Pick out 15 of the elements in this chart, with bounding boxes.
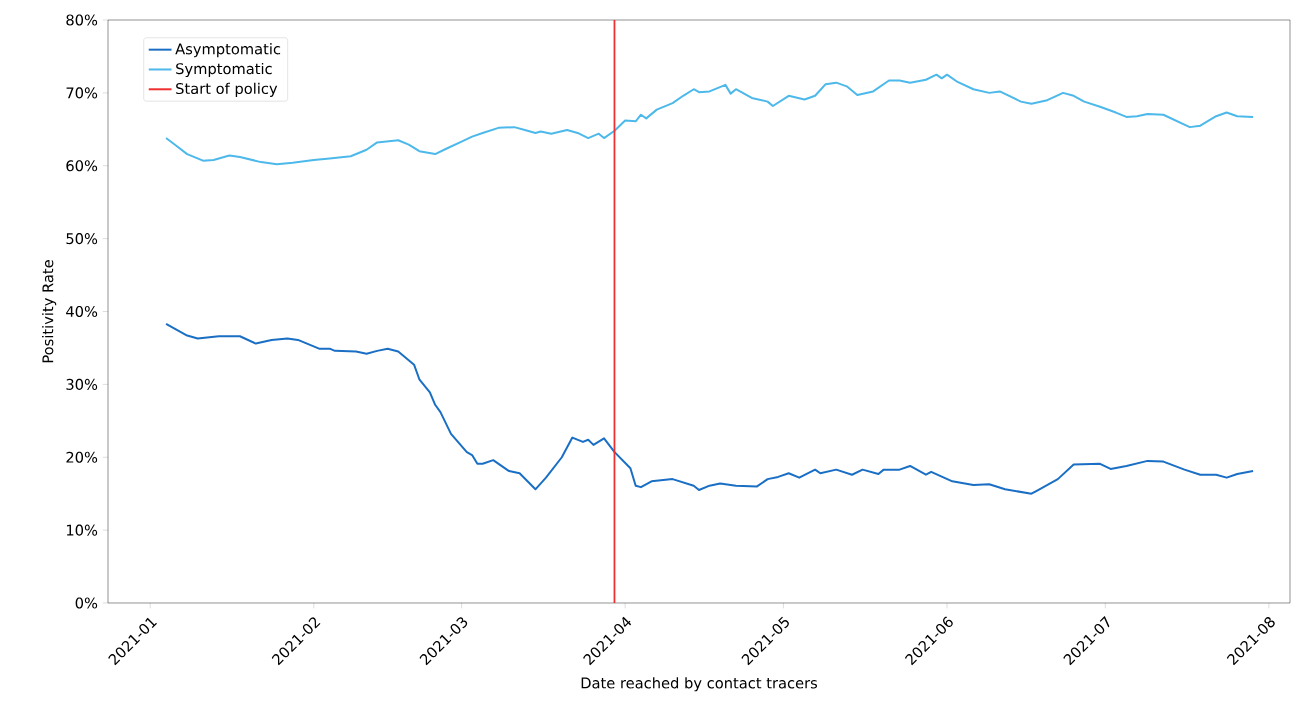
y-tick-label: 50% bbox=[66, 233, 98, 245]
y-axis-title: Positivity Rate bbox=[42, 260, 57, 363]
y-tick-label: 70% bbox=[66, 87, 98, 99]
y-tick-label: 0% bbox=[75, 597, 98, 609]
legend-label: Symptomatic bbox=[176, 62, 272, 78]
y-tick-label: 30% bbox=[66, 378, 98, 390]
y-tick-label: 40% bbox=[66, 305, 98, 318]
y-tick-label: 80% bbox=[66, 14, 98, 26]
line-series bbox=[165, 322, 1255, 495]
y-tick-label: 20% bbox=[66, 451, 98, 463]
legend-label: Start of policy bbox=[176, 82, 278, 97]
y-tick-label: 10% bbox=[66, 524, 98, 536]
x-axis-title: Date reached by contact tracers bbox=[581, 677, 818, 692]
legend-label: Asymptomatic bbox=[175, 43, 281, 58]
y-tick-label: 60% bbox=[66, 160, 98, 172]
